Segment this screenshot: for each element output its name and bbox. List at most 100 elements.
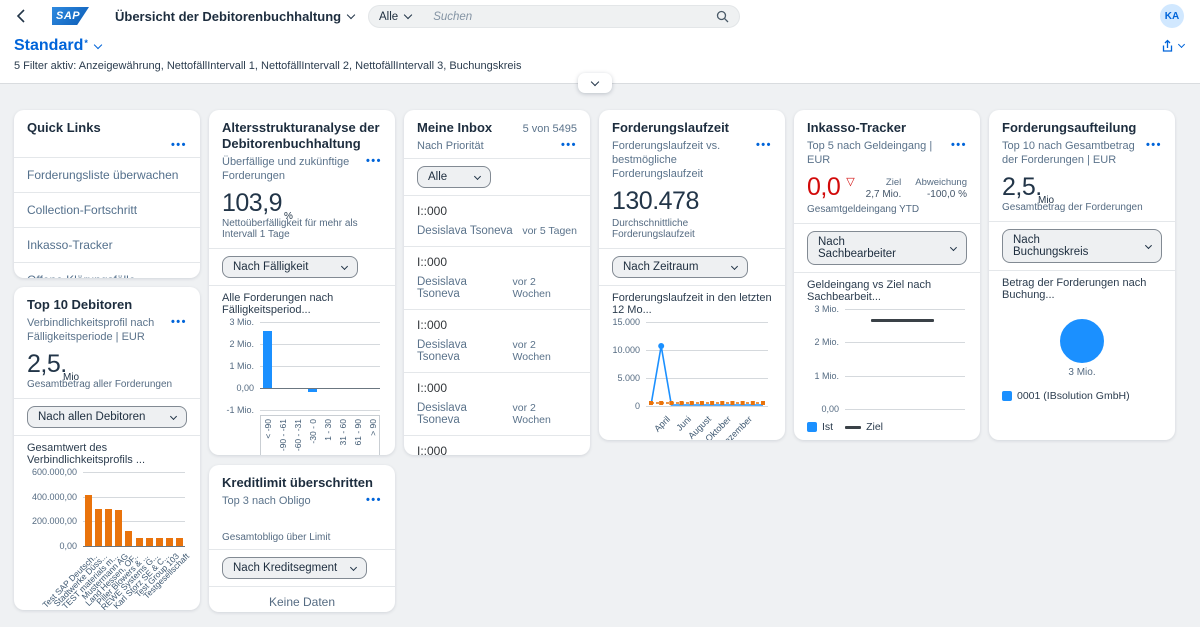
divider — [794, 272, 980, 273]
inbox-priority-select[interactable]: Alle — [417, 166, 491, 188]
card-top-debitoren: Top 10 Debitoren Verbindlichkeitsprofil … — [14, 287, 200, 610]
axis-tick-label: 1 Mio. — [814, 370, 839, 381]
data-point[interactable] — [658, 342, 665, 349]
kpi-unit: % — [284, 211, 293, 222]
bar-ueberfaellig-3[interactable] — [115, 510, 123, 546]
buchungskreis-filter-select[interactable]: Nach Buchungskreis — [1002, 229, 1162, 263]
data-point[interactable] — [710, 401, 715, 405]
card-actions-menu-icon[interactable]: ••• — [1145, 139, 1162, 151]
gridline — [83, 472, 185, 473]
card-altersstruktur: Altersstrukturanalyse der Debitorenbuchh… — [209, 110, 395, 455]
inbox-item[interactable]: I::000 Desislava Tsoneva vor 2 Wochen — [404, 373, 590, 435]
data-point[interactable] — [720, 401, 725, 405]
app-title-menu[interactable]: Übersicht der Debitorenbuchhaltung — [115, 9, 356, 24]
data-point[interactable] — [740, 401, 745, 405]
data-point[interactable] — [649, 401, 653, 405]
gridline — [260, 410, 380, 411]
target-line[interactable] — [871, 319, 934, 322]
variant-selector[interactable]: Standard * — [14, 37, 103, 55]
data-point[interactable] — [730, 401, 735, 405]
quick-link-inkasso[interactable]: Inkasso-Tracker — [27, 238, 113, 252]
bar-3[interactable] — [308, 389, 317, 392]
bar-ueberfaellig-4[interactable] — [125, 530, 133, 546]
axis-category-label: > 90 — [367, 419, 378, 436]
data-point[interactable] — [669, 401, 674, 405]
quick-link-klaerungsfaelle[interactable]: Offene Klärungsfälle — [14, 263, 200, 278]
axis-category-label: 1 - 30 — [322, 419, 333, 441]
search-icon[interactable] — [716, 10, 729, 23]
bar-ueberfaellig-9[interactable] — [176, 538, 184, 546]
card-actions-menu-icon[interactable]: ••• — [755, 139, 772, 151]
card-actions-menu-icon[interactable]: ••• — [950, 139, 967, 151]
gridline — [83, 521, 185, 523]
card-actions-menu-icon[interactable]: ••• — [365, 155, 382, 167]
chart-legend: Ist Ziel — [794, 415, 980, 433]
divider — [14, 435, 200, 436]
legend-item[interactable]: 0001 (IBsolution GmbH) — [1002, 390, 1130, 402]
card-actions-menu-icon[interactable]: ••• — [170, 139, 187, 151]
bar-0[interactable] — [263, 330, 272, 388]
card-quick-links: Quick Links ••• Forderungsliste überwach… — [14, 110, 200, 278]
axis-category-label: < -90 — [262, 419, 273, 439]
top-debitoren-chart[interactable]: 600.000,00 400.000,00 200.000,00 0,00 Test S… — [27, 467, 191, 610]
inbox-item[interactable]: I::000 Desislava Tsoneva vor 5 Tagen — [417, 204, 577, 237]
gridline — [260, 344, 380, 345]
avatar[interactable]: KA — [1160, 4, 1184, 28]
chart-title: Geldeingang vs Ziel nach Sachbearbeit... — [807, 279, 932, 303]
card-actions-menu-icon[interactable]: ••• — [365, 494, 382, 506]
sachbearbeiter-filter-select[interactable]: Nach Sachbearbeiter — [807, 231, 967, 265]
laufzeit-chart[interactable]: 15.000 10.000 5.000 0 April Juni August Oktober… — [612, 317, 772, 440]
search-bar[interactable]: Alle Suchen — [368, 5, 740, 28]
bar-ueberfaellig-1[interactable] — [94, 509, 102, 546]
card-subtitle: Top 3 nach Obligo — [222, 495, 311, 507]
kreditsegment-filter-select[interactable]: Nach Kreditsegment — [222, 557, 368, 579]
chevron-down-icon — [341, 262, 349, 270]
debitoren-filter-select[interactable]: Nach allen Debitoren — [27, 406, 187, 428]
divider — [599, 248, 785, 249]
data-point[interactable] — [689, 401, 694, 405]
search-scope-select[interactable]: Alle — [379, 11, 413, 23]
legend-item[interactable]: Ziel — [845, 421, 883, 433]
gridline — [260, 388, 380, 389]
series-line-0[interactable] — [650, 345, 763, 406]
kpi-caption: Durchschnittliche Forderungslaufzeit — [612, 218, 695, 240]
legend-item[interactable]: Ist — [807, 421, 833, 433]
data-point[interactable] — [750, 401, 755, 405]
expand-header-button[interactable] — [578, 73, 612, 93]
inkasso-chart[interactable]: 3 Mio. 2 Mio. 1 Mio. 0,00 — [807, 304, 967, 415]
donut-ring[interactable] — [1060, 319, 1104, 363]
inbox-item[interactable]: I::000 Desislava Tsoneva vor 2 Wochen — [404, 247, 590, 309]
chart-title: Alle Forderungen nach Fälligkeitsperiod.… — [222, 292, 334, 316]
bar-ueberfaellig-7[interactable] — [156, 537, 163, 546]
inbox-item[interactable]: I::000 Desislava Tsoneva vor 2 Wochen — [404, 310, 590, 372]
axis-category-label: 31 - 60 — [337, 419, 348, 446]
aufteilung-donut-chart[interactable]: 3 Mio. — [989, 305, 1175, 378]
share-button[interactable] — [1160, 39, 1186, 53]
altersstruktur-chart[interactable]: 3 Mio. 2 Mio. 1 Mio. 0,00 -1 Mio. < -90 -90 - … — [222, 317, 382, 455]
data-point[interactable] — [761, 401, 765, 405]
divider — [404, 158, 590, 159]
quick-link-forderungsliste[interactable]: Forderungsliste überwachen — [27, 168, 179, 182]
sap-logo[interactable]: SAP — [52, 7, 89, 25]
bar-ueberfaellig-0[interactable] — [84, 495, 92, 546]
bar-ueberfaellig-2[interactable] — [105, 509, 112, 546]
inbox-item[interactable]: I::000 Desislava Tsoneva vor 2 Wochen — [417, 444, 448, 455]
bar-ueberfaellig-5[interactable] — [135, 537, 143, 546]
gridline — [646, 350, 768, 351]
data-point[interactable] — [659, 401, 664, 405]
search-input[interactable]: Suchen — [433, 10, 473, 23]
bar-ueberfaellig-8[interactable] — [166, 537, 174, 546]
data-point[interactable] — [699, 401, 704, 405]
faelligkeit-filter-select[interactable]: Nach Fälligkeit — [222, 256, 359, 278]
quick-link-collection[interactable]: Collection-Fortschritt — [27, 203, 138, 217]
card-actions-menu-icon[interactable]: ••• — [170, 316, 187, 328]
bar-ueberfaellig-6[interactable] — [145, 537, 153, 546]
target-value: 2,7 Mio. — [865, 189, 902, 200]
card-inbox: Meine Inbox 5 von 5495 Nach Priorität ••… — [404, 110, 590, 455]
shell-top-row: SAP Übersicht der Debitorenbuchhaltung A… — [0, 0, 1200, 32]
data-point[interactable] — [679, 401, 684, 405]
line-chart-svg[interactable] — [646, 322, 768, 406]
back-button[interactable] — [16, 9, 34, 23]
zeitraum-filter-select[interactable]: Nach Zeitraum — [612, 256, 749, 278]
card-actions-menu-icon[interactable]: ••• — [560, 139, 577, 151]
